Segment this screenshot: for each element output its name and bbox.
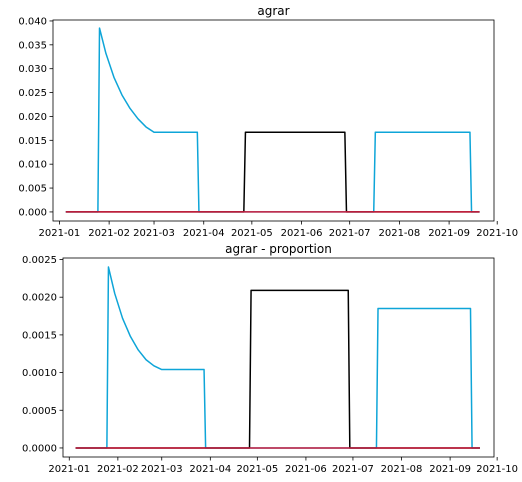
series-line-1 <box>75 289 480 449</box>
series-line-0 <box>65 27 480 213</box>
x-tick-label: 2021-02 <box>88 228 130 239</box>
x-tick-label: 2021-08 <box>381 464 423 475</box>
series-line-0 <box>75 266 480 449</box>
chart-title: agrar <box>257 4 289 18</box>
x-tick-label: 2021-10 <box>476 228 518 239</box>
series-line-1 <box>65 131 480 213</box>
x-tick-label: 2021-04 <box>189 464 231 475</box>
x-tick-label: 2021-03 <box>133 228 175 239</box>
x-tick-label: 2021-09 <box>429 464 471 475</box>
x-tick-label: 2021-07 <box>332 464 374 475</box>
y-tick-label: 0.025 <box>18 88 47 99</box>
x-tick-label: 2021-05 <box>236 464 278 475</box>
chart-panel-agrar: agrar 2021-01 2021-02 2021-03 2021-04 2021-05… <box>18 4 518 239</box>
y-tick-label: 0.0020 <box>22 293 57 304</box>
x-tick-label: 2021-10 <box>476 464 518 475</box>
x-tick-label: 2021-01 <box>48 464 90 475</box>
x-tick-label: 2021-06 <box>285 464 327 475</box>
y-tick-label: 0.005 <box>18 184 47 195</box>
y-tick-label: 0.010 <box>18 160 47 171</box>
x-tick-label: 2021-02 <box>97 464 139 475</box>
x-tick-label: 2021-07 <box>329 228 371 239</box>
x-tick-label: 2021-04 <box>183 228 225 239</box>
y-tick-label: 0.0005 <box>22 406 57 417</box>
chart-title: agrar - proportion <box>225 242 332 256</box>
y-tick-label: 0.020 <box>18 112 47 123</box>
x-tick-label: 2021-01 <box>39 228 81 239</box>
chart-panel-agrar-proportion: agrar - proportion 2021-01 2021-02 2021-03 2… <box>22 242 518 475</box>
y-tick-label: 0.000 <box>18 207 47 218</box>
y-tick-label: 0.0025 <box>22 255 57 266</box>
y-tick-label: 0.040 <box>18 16 47 27</box>
y-tick-label: 0.030 <box>18 64 47 75</box>
plot-frame <box>62 257 495 458</box>
y-tick-label: 0.0000 <box>22 443 57 454</box>
y-tick-label: 0.0015 <box>22 330 57 341</box>
x-tick-label: 2021-08 <box>378 228 420 239</box>
x-tick-label: 2021-06 <box>281 228 323 239</box>
x-tick-label: 2021-09 <box>428 228 470 239</box>
y-tick-label: 0.015 <box>18 136 47 147</box>
y-tick-label: 0.035 <box>18 40 47 51</box>
x-tick-label: 2021-03 <box>141 464 183 475</box>
y-tick-label: 0.0010 <box>22 368 57 379</box>
plot-frame <box>52 19 495 222</box>
x-tick-label: 2021-05 <box>231 228 273 239</box>
